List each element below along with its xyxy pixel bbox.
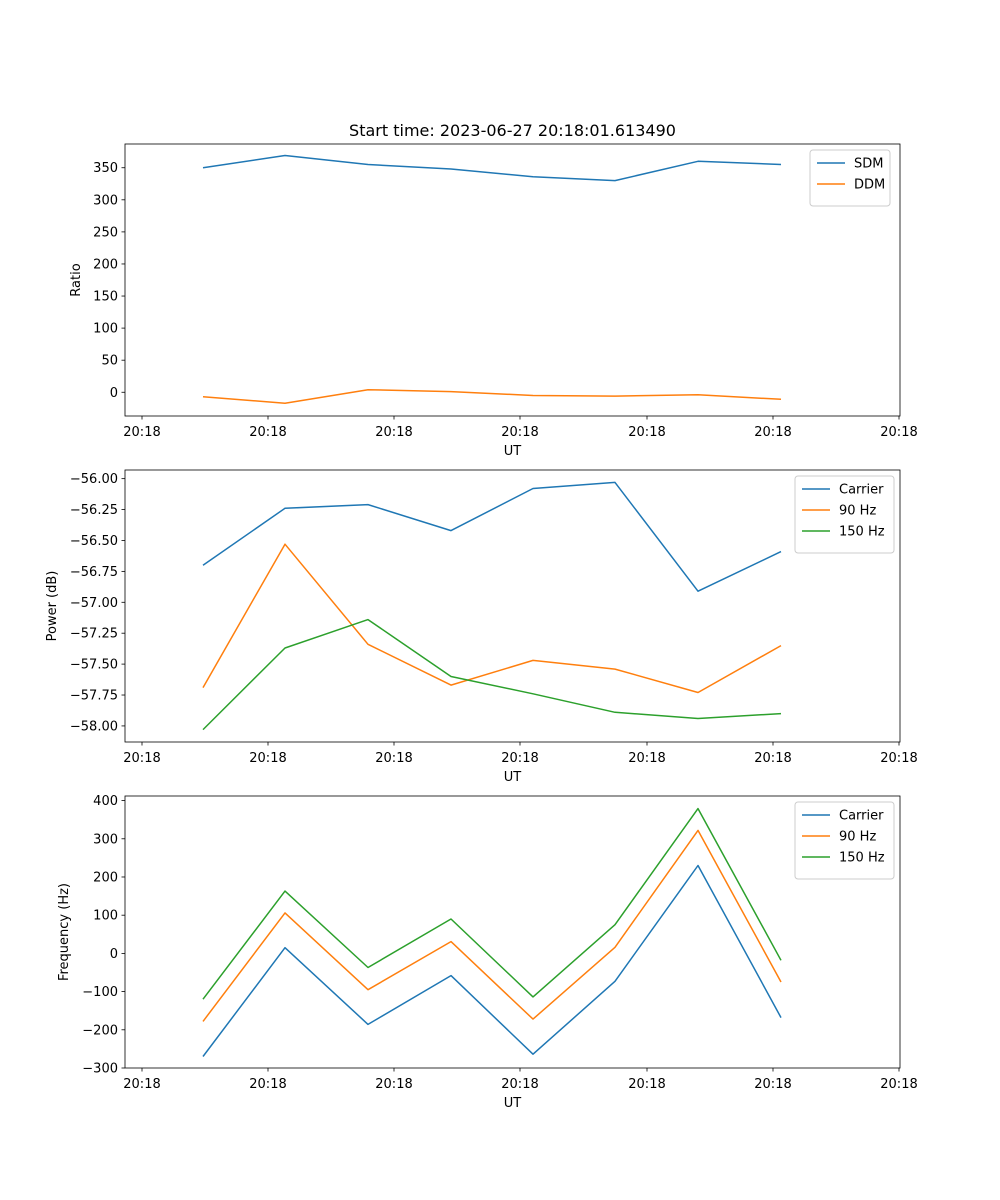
- x-tick-label: 20:18: [123, 751, 160, 766]
- x-tick-label: 20:18: [249, 1077, 286, 1092]
- x-axis-label: UT: [504, 770, 522, 785]
- x-axis-label: UT: [504, 444, 522, 459]
- legend-label: Carrier: [839, 809, 884, 824]
- y-tick-label: −56.00: [70, 472, 118, 487]
- y-tick-label: 200: [93, 257, 118, 272]
- y-tick-label: −56.75: [70, 565, 118, 580]
- x-tick-label: 20:18: [628, 425, 665, 440]
- series-line-sdm: [202, 154, 782, 182]
- y-tick-label: −57.75: [70, 689, 118, 704]
- y-tick-label: −57.25: [70, 627, 118, 642]
- y-axis-label: Power (dB): [45, 571, 60, 642]
- y-tick-label: −57.00: [70, 596, 118, 611]
- y-axis-label: Frequency (Hz): [57, 883, 72, 981]
- y-tick-label: −57.50: [70, 658, 118, 673]
- legend-label: 150 Hz: [839, 851, 885, 866]
- legend-box: [809, 149, 891, 207]
- y-tick-label: 50: [101, 354, 118, 369]
- legend-label: 150 Hz: [839, 525, 885, 540]
- x-tick-label: 20:18: [880, 751, 917, 766]
- y-tick-label: −200: [82, 1023, 118, 1038]
- x-tick-label: 20:18: [754, 751, 791, 766]
- x-tick-label: 20:18: [754, 1077, 791, 1092]
- legend-label: 90 Hz: [839, 504, 876, 519]
- legend-label: 90 Hz: [839, 830, 876, 845]
- x-tick-label: 20:18: [628, 751, 665, 766]
- axes-frame: [124, 469, 901, 743]
- y-axis-label: Ratio: [69, 263, 84, 296]
- x-tick-label: 20:18: [249, 425, 286, 440]
- legend-label: SDM: [854, 157, 883, 172]
- series-line-carrier: [202, 864, 782, 1057]
- x-tick-label: 20:18: [501, 751, 538, 766]
- y-tick-label: 300: [93, 193, 118, 208]
- y-tick-label: −56.50: [70, 534, 118, 549]
- y-tick-label: 100: [93, 322, 118, 337]
- series-line-90-hz: [202, 543, 782, 694]
- y-tick-label: 300: [93, 832, 118, 847]
- y-tick-label: 250: [93, 225, 118, 240]
- legend-box: [794, 801, 895, 880]
- x-tick-label: 20:18: [501, 425, 538, 440]
- panel-2: −58.00 −57.75 −57.50 −57.25 −57.00 −56.75 −56.…: [45, 469, 918, 785]
- x-tick-label: 20:18: [880, 425, 917, 440]
- series-line-150-hz: [202, 618, 782, 731]
- x-tick-label: 20:18: [501, 1077, 538, 1092]
- y-tick-label: 200: [93, 870, 118, 885]
- y-tick-label: 350: [93, 161, 118, 176]
- x-tick-label: 20:18: [249, 751, 286, 766]
- x-tick-label: 20:18: [754, 425, 791, 440]
- y-tick-label: −58.00: [70, 719, 118, 734]
- chart-title: Start time: 2023-06-27 20:18:01.613490: [349, 121, 676, 140]
- y-tick-label: −56.25: [70, 503, 118, 518]
- legend-label: DDM: [854, 178, 885, 193]
- y-tick-label: 0: [110, 386, 118, 401]
- axes-frame: [124, 795, 901, 1069]
- y-tick-label: 150: [93, 290, 118, 305]
- series-line-150-hz: [202, 807, 782, 1000]
- axes-frame: [124, 143, 901, 417]
- x-tick-label: 20:18: [375, 751, 412, 766]
- y-tick-label: 0: [110, 947, 118, 962]
- y-tick-label: 100: [93, 909, 118, 924]
- series-line-ddm: [202, 388, 782, 404]
- y-tick-label: −300: [82, 1062, 118, 1077]
- legend-label: Carrier: [839, 483, 884, 498]
- x-tick-label: 20:18: [123, 1077, 160, 1092]
- x-tick-label: 20:18: [628, 1077, 665, 1092]
- x-tick-label: 20:18: [375, 1077, 412, 1092]
- panel-3: −300 −200 −100 0 100 200 300 400 20:18 20:18 20:18…: [57, 794, 918, 1111]
- x-tick-label: 20:18: [123, 425, 160, 440]
- x-tick-label: 20:18: [880, 1077, 917, 1092]
- x-tick-label: 20:18: [375, 425, 412, 440]
- x-axis-label: UT: [504, 1096, 522, 1111]
- y-tick-label: 400: [93, 794, 118, 809]
- y-tick-label: −100: [82, 985, 118, 1000]
- legend-box: [794, 475, 895, 554]
- panel-1: Start time: 2023-06-27 20:18:01.613490 0 5…: [69, 121, 918, 459]
- series-line-90-hz: [202, 829, 782, 1022]
- series-line-carrier: [202, 481, 782, 592]
